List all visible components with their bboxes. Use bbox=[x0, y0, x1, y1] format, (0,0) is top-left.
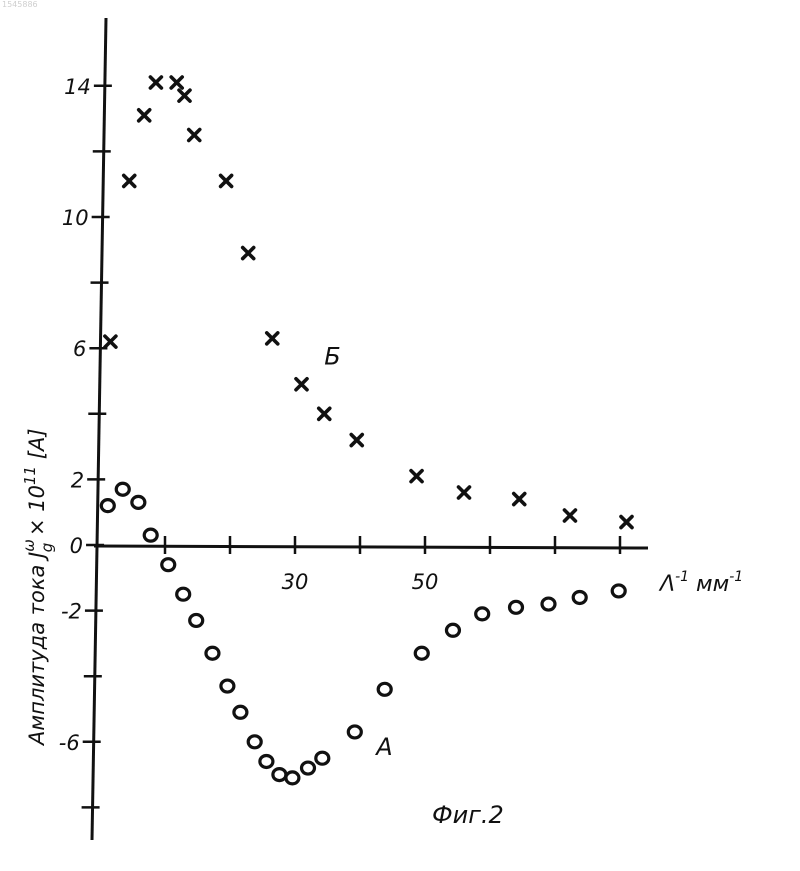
data-point-circle bbox=[476, 608, 489, 620]
data-point-cross bbox=[105, 336, 116, 347]
data-point-circle bbox=[510, 601, 523, 613]
data-point-cross bbox=[411, 471, 422, 482]
data-point-circle bbox=[221, 680, 234, 692]
data-point-cross bbox=[514, 494, 525, 505]
x-axis-line bbox=[94, 546, 648, 548]
data-point-circle bbox=[542, 598, 555, 610]
data-point-cross bbox=[189, 130, 200, 141]
y-axis-label-main: Амплитуда тока J bbox=[25, 552, 49, 747]
y-axis-label: Амплитуда тока Jωg × 1011 [A] bbox=[20, 428, 56, 747]
y-tick-label: -6 bbox=[59, 731, 80, 755]
data-point-cross bbox=[243, 248, 254, 259]
data-point-circle bbox=[302, 762, 315, 774]
x-axis-label: Λ-1 мм-1 bbox=[658, 569, 743, 597]
data-point-cross bbox=[124, 175, 135, 186]
data-point-circle bbox=[206, 647, 219, 659]
data-point-cross bbox=[267, 333, 278, 344]
y-tick-label: 2 bbox=[71, 468, 84, 492]
data-point-circle bbox=[101, 500, 114, 512]
data-point-circle bbox=[248, 736, 261, 748]
x-tick-label: 30 bbox=[282, 570, 309, 594]
data-point-circle bbox=[286, 772, 299, 784]
y-tick-label: 14 bbox=[64, 75, 91, 99]
y-axis-label-exp: 11 bbox=[21, 466, 39, 485]
data-point-cross bbox=[171, 77, 182, 88]
data-point-circle bbox=[234, 706, 247, 718]
data-point-circle bbox=[446, 624, 459, 636]
y-axis-label-unit: [A] bbox=[25, 428, 49, 465]
document-id: 1545886 bbox=[2, 0, 38, 9]
data-point-cross bbox=[351, 435, 362, 446]
y-axis-line bbox=[92, 18, 106, 840]
data-point-cross bbox=[150, 77, 161, 88]
series-circles bbox=[101, 483, 625, 784]
axes bbox=[92, 18, 648, 840]
y-axis-label-sub: g bbox=[38, 543, 56, 553]
x-axis-label-unit: мм bbox=[689, 572, 729, 597]
y-tick-label: -2 bbox=[61, 600, 82, 624]
x-axis-label-unit-sup: -1 bbox=[729, 569, 743, 585]
data-point-cross bbox=[319, 408, 330, 419]
data-point-circle bbox=[260, 755, 273, 767]
data-point-circle bbox=[162, 559, 175, 571]
data-point-circle bbox=[316, 752, 329, 764]
data-point-circle bbox=[144, 529, 157, 541]
data-point-cross bbox=[139, 110, 150, 121]
data-point-circle bbox=[116, 483, 129, 495]
data-point-circle bbox=[415, 647, 428, 659]
series-annotation: А bbox=[374, 733, 392, 761]
x-axis-ticks: 30 50 bbox=[165, 536, 620, 594]
data-point-circle bbox=[190, 614, 203, 626]
data-point-cross bbox=[564, 510, 575, 521]
data-point-circle bbox=[612, 585, 625, 597]
data-point-circle bbox=[177, 588, 190, 600]
data-point-cross bbox=[221, 175, 232, 186]
series-annotation: Б bbox=[324, 343, 340, 371]
data-point-cross bbox=[621, 517, 632, 528]
data-point-circle bbox=[132, 496, 145, 508]
data-point-cross bbox=[459, 487, 470, 498]
y-tick-label: 10 bbox=[62, 206, 89, 230]
data-point-circle bbox=[573, 591, 586, 603]
figure-caption: Фиг.2 bbox=[432, 801, 504, 829]
y-tick-label: 6 bbox=[73, 337, 86, 361]
data-series: БА bbox=[101, 77, 632, 784]
data-point-circle bbox=[378, 683, 391, 695]
data-point-circle bbox=[348, 726, 361, 738]
data-point-circle bbox=[273, 769, 286, 781]
series-crosses bbox=[105, 77, 632, 528]
x-axis-label-sup: -1 bbox=[675, 569, 689, 585]
data-point-cross bbox=[296, 379, 307, 390]
y-axis-label-tail: × 10 bbox=[25, 485, 49, 543]
data-point-cross bbox=[179, 90, 190, 101]
x-axis-label-main: Λ bbox=[658, 572, 675, 597]
y-tick-label: 0 bbox=[70, 534, 83, 558]
x-tick-label: 50 bbox=[412, 570, 439, 594]
